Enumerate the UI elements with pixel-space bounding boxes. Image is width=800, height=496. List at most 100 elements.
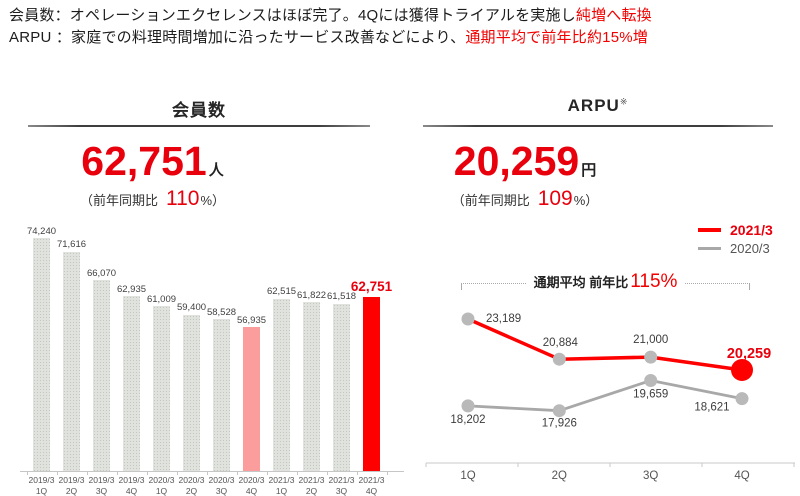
bar-2019-3-4Q [123,296,140,471]
line-x-label: 2Q [552,470,567,482]
x-axis-label-year: 2021/3 [355,475,389,486]
x-axis-tick [57,471,58,475]
bar-value-label: 74,240 [12,226,72,237]
x-axis-label-year: 2020/3 [175,475,209,486]
x-axis-tick [387,471,388,475]
bar-2021-3-2Q [303,302,320,471]
point-value-label: 20,259 [727,346,771,362]
headline-line1-red: 純増へ転換 [576,7,652,24]
arpu-kpi-value: 20,259 [454,138,579,184]
x-axis-tick [267,471,268,475]
point-2021-3-2Q [553,353,566,366]
headline-line1: 会員数：オペレーションエクセレンスはほぼ完了。4Qには獲得トライアルを実施し純増… [9,5,652,27]
x-axis-label-year: 2020/3 [235,475,269,486]
legend-label-2020: 2020/3 [730,241,770,256]
x-axis-label-year: 2021/3 [325,475,359,486]
bar-2021-3-1Q [273,299,290,471]
point-2021-3-3Q [644,351,657,364]
x-axis-label-year: 2020/3 [145,475,179,486]
point-value-label: 19,659 [633,389,668,401]
x-axis-tick [237,471,238,475]
members-title: 会員数 [28,96,370,121]
line-x-label: 4Q [734,470,749,482]
legend-line-2020-icon [698,247,721,250]
legend-line-2021-icon [698,228,721,232]
bar-2020-3-3Q [213,319,230,471]
line-2021-3 [468,319,742,370]
x-axis-label-year: 2021/3 [295,475,329,486]
arpu-kpi-yoy-pct: 109 [538,187,573,210]
point-2020-3-2Q [553,404,566,417]
bar-2020-3-1Q [153,306,170,471]
x-axis-tick [207,471,208,475]
x-axis-label-year: 2019/3 [55,475,89,486]
x-axis-tick [177,471,178,475]
x-axis-tick [27,471,28,475]
point-2020-3-1Q [462,399,475,412]
headline-line1-black: 会員数：オペレーションエクセレンスはほぼ完了。4Qには獲得トライアルを実施し [9,7,576,24]
bar-2020-3-4Q [243,327,260,471]
arpu-title: ARPU※ [423,96,773,116]
members-bar-chart-axis [20,471,404,472]
point-value-label: 20,884 [543,337,579,349]
x-axis-label-year: 2019/3 [25,475,59,486]
members-kpi-yoy-pct: 110 [166,187,199,210]
point-2021-3-4Q [731,359,753,381]
legend-row-2021: 2021/3 [698,220,773,239]
members-kpi-value: 62,751 [81,138,206,184]
x-axis-tick [87,471,88,475]
x-axis-label-year: 2019/3 [115,475,149,486]
legend-label-2021: 2021/3 [730,222,773,238]
x-axis-tick [147,471,148,475]
point-value-label: 17,926 [542,418,577,430]
headline-line2: ARPU ：家庭での料理時間増加に沿ったサービス改善などにより、通期平均で前年比… [9,27,652,49]
bar-2019-3-2Q [63,252,80,471]
headline-line2-red: 通期平均で前年比約15%増 [465,29,648,46]
point-2020-3-4Q [736,392,749,405]
x-axis-label-year: 2021/3 [265,475,299,486]
point-value-label: 21,000 [633,334,668,346]
bar-value-label: 66,070 [72,268,132,279]
fullyear-average-pct: 115% [630,271,677,293]
arpu-title-note: ※ [620,96,629,106]
bar-value-label: 71,616 [42,239,102,250]
x-axis-tick [297,471,298,475]
bar-2021-3-4Q [363,297,380,471]
headline: 会員数：オペレーションエクセレンスはほぼ完了。4Qには獲得トライアルを実施し純増… [9,5,652,49]
x-axis-label-year: 2020/3 [205,475,239,486]
legend-row-2020: 2020/3 [698,239,773,258]
arpu-line-chart: 1Q 2Q 3Q 4Q 23,189 20,884 21,000 20,259 18,202 17… [420,293,800,488]
members-kpi-unit: 人 [209,162,224,179]
members-title-rule [28,125,370,127]
bar-2019-3-1Q [33,238,50,471]
point-value-label: 18,202 [450,414,485,426]
point-2021-3-1Q [462,313,475,326]
point-2020-3-3Q [644,374,657,387]
line-x-label: 3Q [643,470,658,482]
point-value-label: 18,621 [694,402,729,414]
point-value-label: 23,189 [486,313,521,325]
x-axis-label-year: 2019/3 [85,475,119,486]
line-x-label: 1Q [460,470,475,482]
arpu-title-rule [423,125,773,127]
arpu-legend: 2021/3 2020/3 [698,220,773,258]
